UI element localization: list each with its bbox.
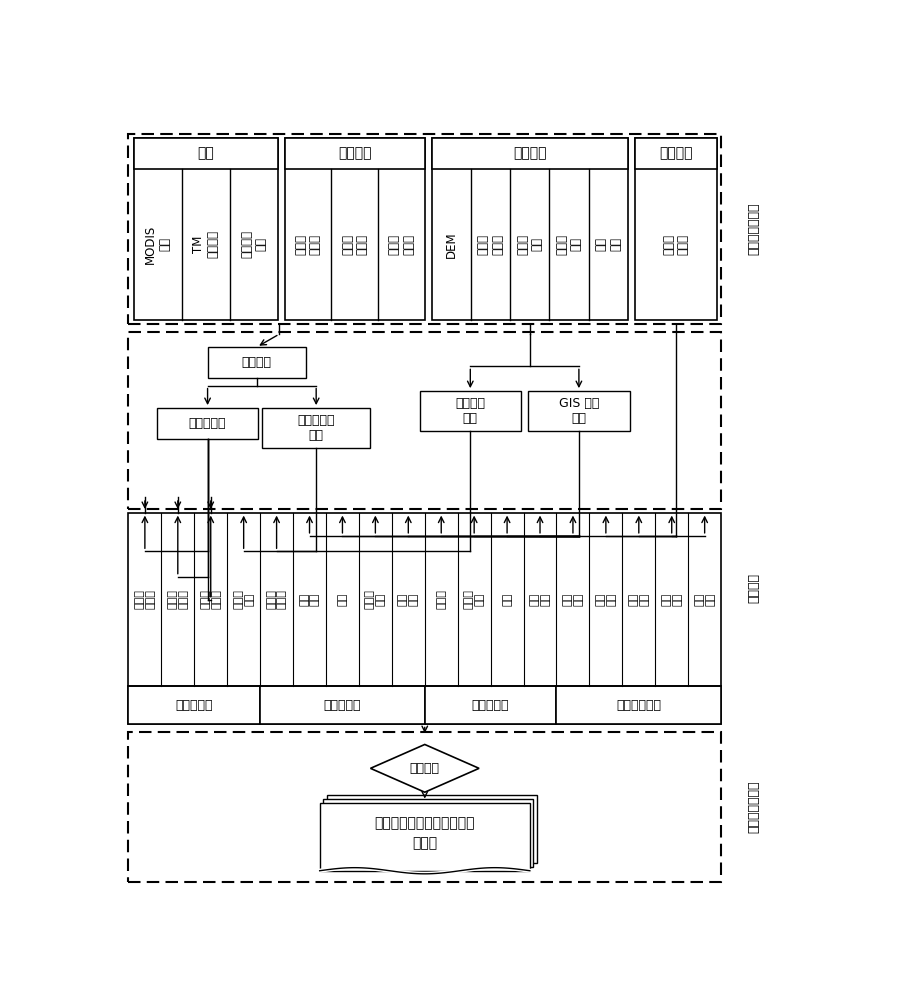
Text: 数据获取与处理: 数据获取与处理 xyxy=(747,203,759,255)
Text: 防火
设施: 防火 设施 xyxy=(595,593,616,606)
FancyBboxPatch shape xyxy=(128,513,721,724)
Text: MODIS
数据: MODIS 数据 xyxy=(144,225,172,264)
Text: 可燃物特征: 可燃物特征 xyxy=(189,417,226,430)
Text: 调查统计: 调查统计 xyxy=(658,146,692,160)
Text: 草场资
源图: 草场资 源图 xyxy=(516,234,543,255)
FancyBboxPatch shape xyxy=(284,138,424,320)
Text: GIS 空间
分析: GIS 空间 分析 xyxy=(558,397,599,425)
Text: 饲料草: 饲料草 xyxy=(436,589,446,609)
Text: 人口
分布: 人口 分布 xyxy=(594,237,621,251)
FancyBboxPatch shape xyxy=(134,138,277,169)
Text: 暴露性评价: 暴露性评价 xyxy=(323,699,361,712)
Text: 土地利
用图: 土地利 用图 xyxy=(554,234,582,255)
Text: 防火能力评价: 防火能力评价 xyxy=(616,699,661,712)
FancyBboxPatch shape xyxy=(156,408,258,439)
FancyBboxPatch shape xyxy=(134,138,277,320)
Polygon shape xyxy=(370,744,479,792)
Text: 坡度、
坡向: 坡度、 坡向 xyxy=(233,589,254,609)
FancyBboxPatch shape xyxy=(323,799,533,867)
Text: 风险评估及表征: 风险评估及表征 xyxy=(747,781,759,833)
Text: 社会经
济数据: 社会经 济数据 xyxy=(662,234,689,255)
FancyBboxPatch shape xyxy=(634,138,716,169)
FancyBboxPatch shape xyxy=(208,347,305,378)
FancyBboxPatch shape xyxy=(326,795,536,863)
Text: 可燃物
连续度: 可燃物 连续度 xyxy=(200,589,221,609)
FancyBboxPatch shape xyxy=(424,686,556,724)
Text: 气象观
测数据: 气象观 测数据 xyxy=(387,234,414,255)
Text: 防火
投入: 防火 投入 xyxy=(661,593,682,606)
FancyBboxPatch shape xyxy=(419,391,520,431)
Text: TM
遥感数据: TM 遥感数据 xyxy=(191,230,219,258)
Text: 草场、
牲畜: 草场、 牲畜 xyxy=(365,589,386,609)
Text: 可燃物
承载量: 可燃物 承载量 xyxy=(135,589,155,609)
FancyBboxPatch shape xyxy=(556,686,721,724)
Text: 社会
经济: 社会 经济 xyxy=(299,593,320,606)
Text: 危险性评价: 危险性评价 xyxy=(175,699,213,712)
Text: 遥感: 遥感 xyxy=(197,146,214,160)
Text: 实验观测: 实验观测 xyxy=(338,146,371,160)
Text: 人员: 人员 xyxy=(337,593,347,606)
Text: 基础
设施: 基础 设施 xyxy=(397,593,418,606)
FancyBboxPatch shape xyxy=(432,138,628,320)
Text: 反应
时间: 反应 时间 xyxy=(694,593,714,606)
Text: 防火
站点: 防火 站点 xyxy=(562,593,582,606)
FancyBboxPatch shape xyxy=(284,138,424,169)
Text: 老幼年
人口: 老幼年 人口 xyxy=(463,589,484,609)
Text: 土壤温度及
湿度: 土壤温度及 湿度 xyxy=(297,414,334,442)
FancyBboxPatch shape xyxy=(128,332,721,509)
Text: 空间数据: 空间数据 xyxy=(513,146,546,160)
Text: 基础地
理数据: 基础地 理数据 xyxy=(477,234,504,255)
Text: DEM: DEM xyxy=(444,231,458,258)
FancyBboxPatch shape xyxy=(432,138,628,169)
FancyBboxPatch shape xyxy=(320,803,529,871)
FancyBboxPatch shape xyxy=(527,391,629,431)
Text: 模型反演: 模型反演 xyxy=(241,356,271,369)
FancyBboxPatch shape xyxy=(128,686,260,724)
Text: 可燃物
含水率: 可燃物 含水率 xyxy=(167,589,188,609)
Text: 环境减灾
卫星: 环境减灾 卫星 xyxy=(239,230,267,258)
FancyBboxPatch shape xyxy=(128,134,721,324)
Text: 坡度坡向
分析: 坡度坡向 分析 xyxy=(455,397,485,425)
FancyBboxPatch shape xyxy=(634,138,716,320)
FancyBboxPatch shape xyxy=(128,732,721,882)
Text: 幼畜: 幼畜 xyxy=(501,593,511,606)
Text: 野外点
火实验: 野外点 火实验 xyxy=(293,234,321,255)
FancyBboxPatch shape xyxy=(260,686,424,724)
Text: 野外样
本观测: 野外样 本观测 xyxy=(340,234,368,255)
FancyBboxPatch shape xyxy=(262,408,370,448)
Text: 草原火灾风险快速评估及风
险标准: 草原火灾风险快速评估及风 险标准 xyxy=(374,816,474,850)
Text: 人类活
动强度: 人类活 动强度 xyxy=(265,589,286,609)
Text: 脆弱性评价: 脆弱性评价 xyxy=(471,699,508,712)
Text: 易燃
设施: 易燃 设施 xyxy=(529,593,550,606)
Text: 风险分析: 风险分析 xyxy=(747,573,759,603)
Text: 防火
人员: 防火 人员 xyxy=(628,593,648,606)
Text: 耦合模型: 耦合模型 xyxy=(409,762,439,775)
